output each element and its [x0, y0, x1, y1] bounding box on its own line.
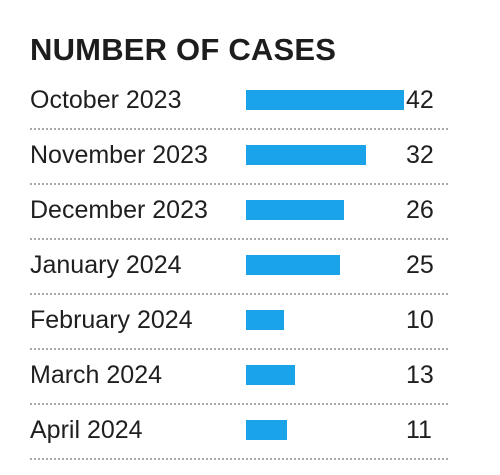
bar — [246, 420, 287, 440]
row-divider — [30, 403, 448, 405]
row-divider — [30, 293, 448, 295]
value-label: 11 — [406, 416, 432, 444]
row-divider — [30, 238, 448, 240]
row-divider — [30, 458, 448, 460]
chart-row: November 2023 32 — [30, 131, 448, 185]
value-label: 26 — [406, 196, 434, 224]
category-label: December 2023 — [30, 196, 208, 224]
bar — [246, 200, 344, 220]
value-label: 10 — [406, 306, 434, 334]
value-label: 42 — [406, 86, 434, 114]
category-label: March 2024 — [30, 361, 163, 389]
chart-row: December 2023 26 — [30, 186, 448, 240]
category-label: April 2024 — [30, 416, 143, 444]
value-label: 13 — [406, 361, 434, 389]
chart-row: January 2024 25 — [30, 241, 448, 295]
category-label: November 2023 — [30, 141, 208, 169]
row-divider — [30, 183, 448, 185]
chart-row: October 2023 42 — [30, 76, 448, 130]
bar — [246, 90, 404, 110]
category-label: January 2024 — [30, 251, 182, 279]
row-divider — [30, 128, 448, 130]
value-label: 32 — [406, 141, 434, 169]
bar — [246, 310, 284, 330]
bar — [246, 365, 295, 385]
bar — [246, 255, 340, 275]
chart-row: April 2024 11 — [30, 406, 448, 460]
row-divider — [30, 348, 448, 350]
bar — [246, 145, 366, 165]
chart-row: February 2024 10 — [30, 296, 448, 350]
chart-row: March 2024 13 — [30, 351, 448, 405]
value-label: 25 — [406, 251, 434, 279]
category-label: February 2024 — [30, 306, 193, 334]
category-label: October 2023 — [30, 86, 182, 114]
chart-title: NUMBER OF CASES — [30, 32, 337, 67]
